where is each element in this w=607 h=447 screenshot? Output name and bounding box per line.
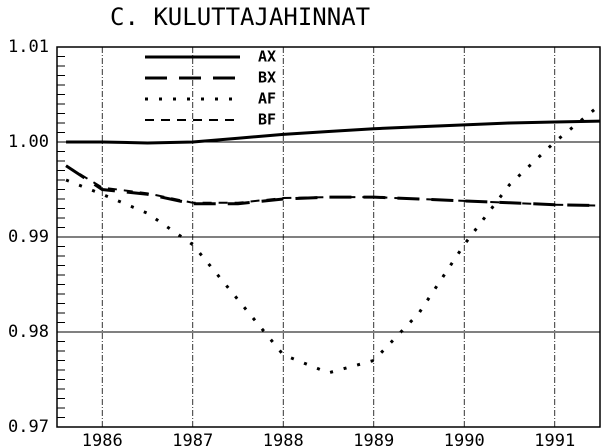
legend-label: AF bbox=[258, 90, 276, 108]
x-tick-label: 1990 bbox=[444, 431, 485, 447]
series-line bbox=[65, 164, 601, 208]
x-tick-label: 1986 bbox=[82, 431, 123, 447]
series-line bbox=[65, 103, 601, 375]
legend-label: AX bbox=[258, 48, 276, 66]
y-tick-label: 0.98 bbox=[8, 322, 49, 342]
legend-label: BX bbox=[258, 69, 276, 87]
y-tick-label: 0.99 bbox=[8, 227, 49, 247]
series-line bbox=[65, 164, 601, 207]
legend-label: BF bbox=[258, 111, 276, 129]
chart-title: C. KULUTTAJAHINNAT bbox=[110, 3, 370, 31]
x-tick-label: 1988 bbox=[263, 431, 304, 447]
y-tick-label: 1.00 bbox=[8, 132, 49, 152]
x-tick-label: 1989 bbox=[353, 431, 394, 447]
x-tick-label: 1987 bbox=[172, 431, 213, 447]
y-tick-label: 1.01 bbox=[8, 37, 49, 57]
x-tick-label: 1991 bbox=[534, 431, 575, 447]
y-tick-label: 0.97 bbox=[8, 417, 49, 437]
series-line bbox=[66, 119, 601, 145]
